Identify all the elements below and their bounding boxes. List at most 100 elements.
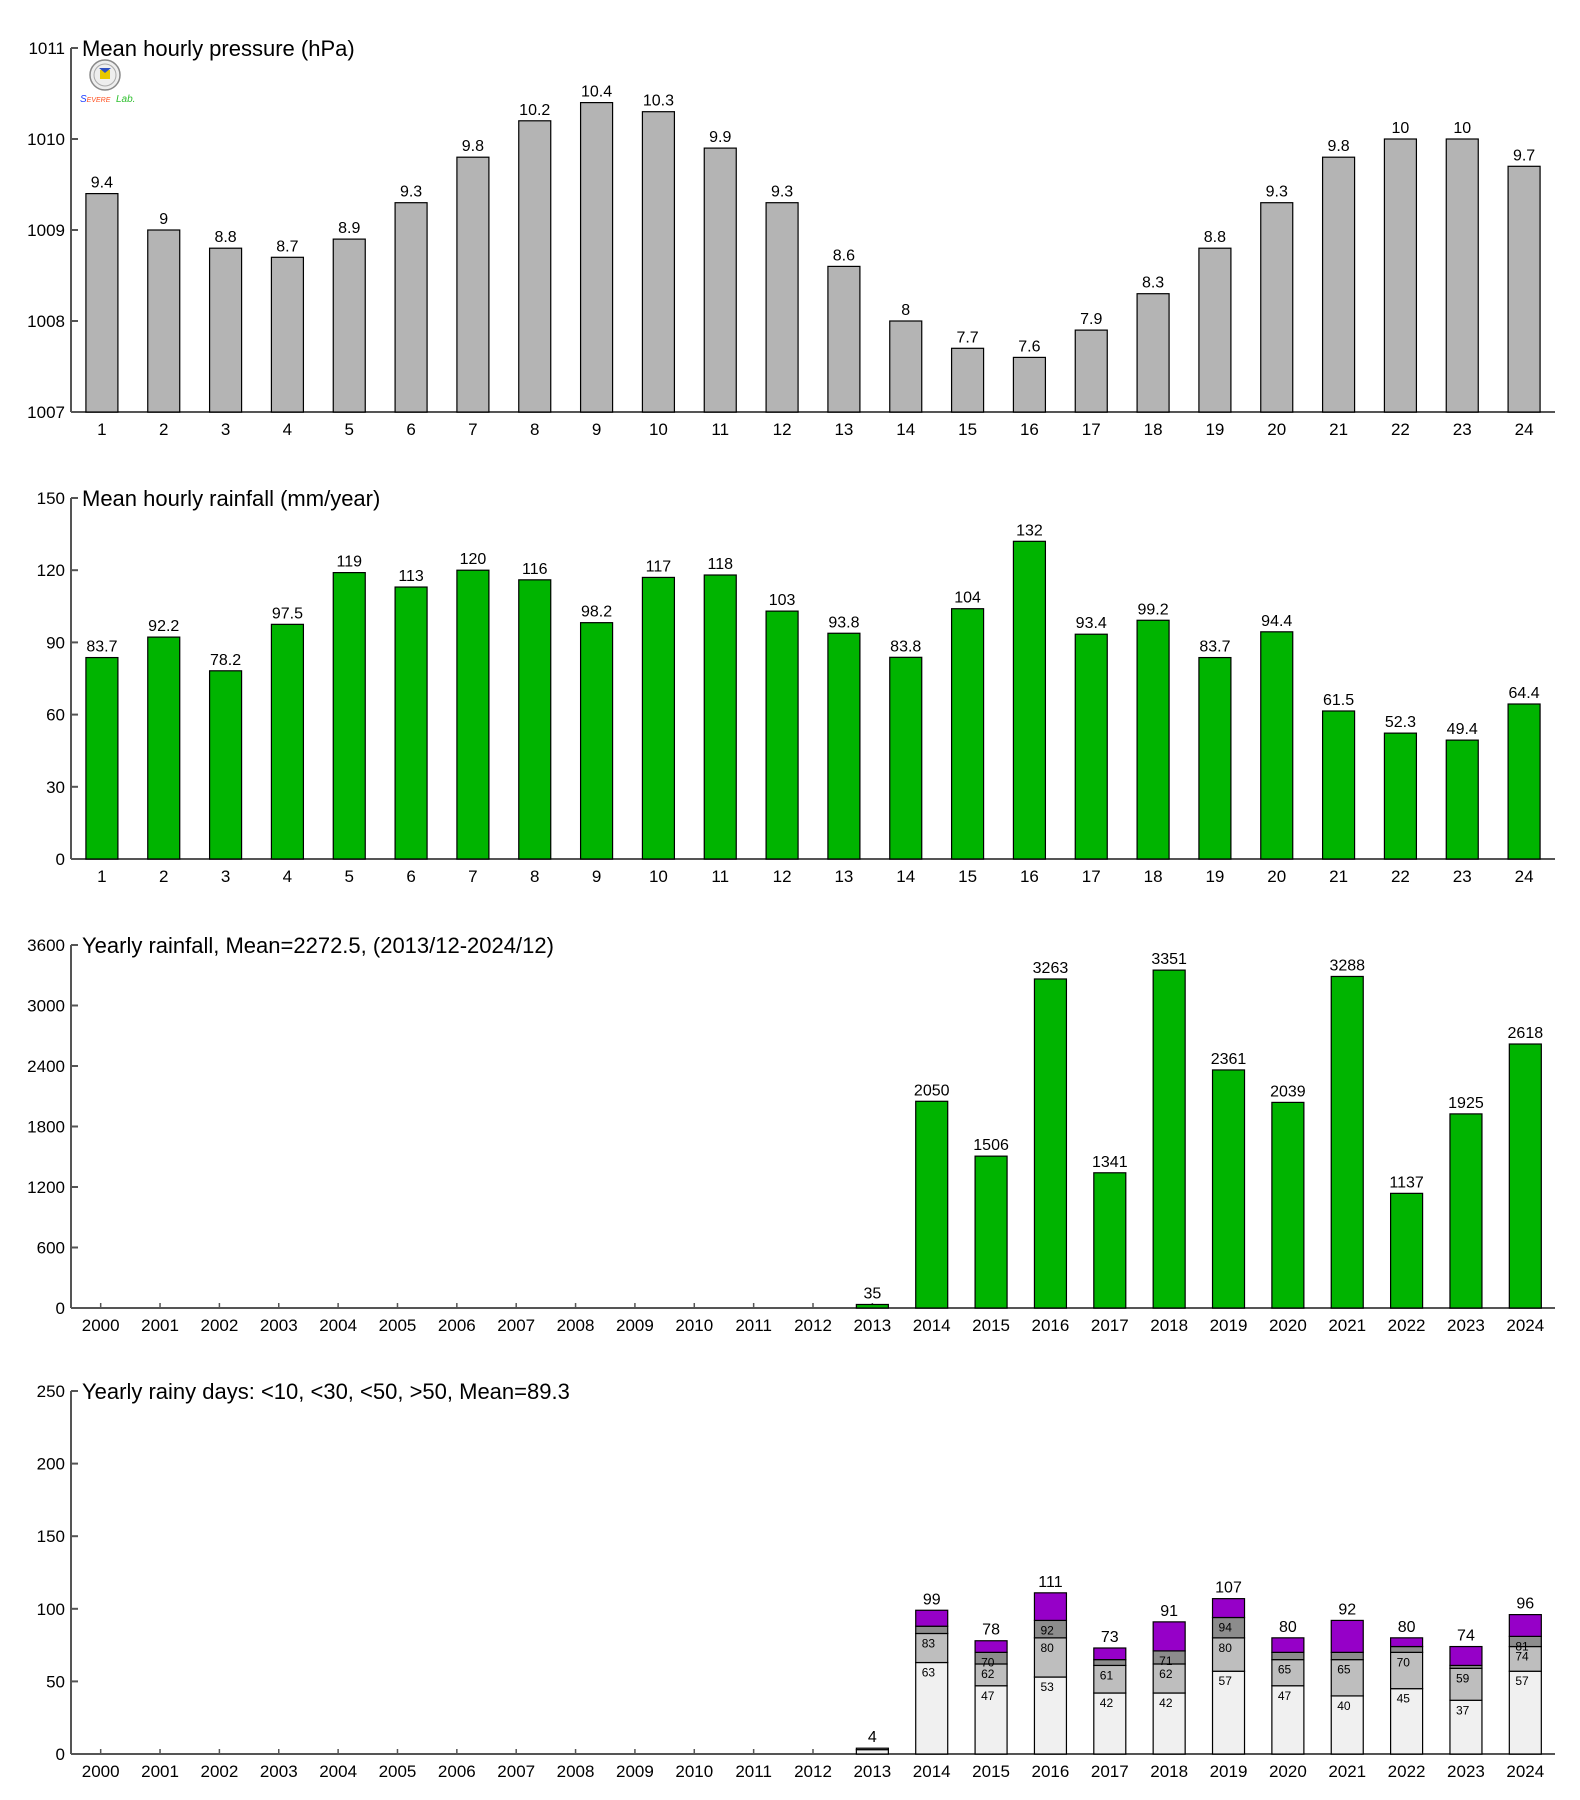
bar (765, 610, 799, 860)
segment-value-label: 70 (981, 1655, 995, 1669)
bar (889, 656, 923, 860)
segment-value-label: 83 (922, 1636, 936, 1650)
segment-value-label: 42 (1159, 1696, 1173, 1710)
stacked-segment-3 (1449, 1645, 1483, 1667)
bar (208, 670, 243, 860)
bar-value-label: 9.3 (1266, 184, 1288, 201)
x-tick-label: 7 (468, 420, 477, 439)
segment-value-label: 57 (1515, 1674, 1529, 1688)
bar (147, 636, 181, 860)
x-tick-label: 2016 (1032, 1762, 1070, 1781)
bar (641, 576, 676, 860)
x-tick-label: 2003 (260, 1316, 298, 1335)
bar (827, 632, 861, 860)
x-tick-label: 2013 (853, 1762, 891, 1781)
bar (456, 569, 490, 860)
x-tick-label: 3 (221, 420, 230, 439)
x-tick-label: 19 (1205, 420, 1224, 439)
bar (332, 572, 366, 860)
bar-total-label: 4 (868, 1729, 877, 1746)
stacked-segment-2 (1093, 1659, 1127, 1667)
x-tick-label: 6 (406, 867, 415, 886)
segment-value-label: 40 (1337, 1699, 1351, 1713)
y-tick-label: 1800 (27, 1118, 65, 1137)
x-tick-label: 2024 (1506, 1762, 1544, 1781)
bar-value-label: 9.8 (1327, 138, 1349, 155)
bar (270, 256, 305, 413)
stacked-segment-3 (1033, 1592, 1068, 1622)
x-tick-label: 2017 (1091, 1762, 1129, 1781)
stacked-segment-2 (1389, 1645, 1424, 1653)
bar-value-label: 61.5 (1323, 692, 1354, 709)
x-tick-label: 2021 (1328, 1316, 1366, 1335)
segment-value-label: 62 (981, 1667, 995, 1681)
stacked-segment-3 (1152, 1621, 1186, 1652)
bar-value-label: 8.8 (1204, 229, 1226, 246)
bar (1449, 1113, 1483, 1309)
stacked-segment-1 (1330, 1659, 1364, 1697)
bar-value-label: 2618 (1508, 1025, 1544, 1042)
x-tick-label: 2022 (1388, 1762, 1426, 1781)
bar-total-label: 111 (1038, 1574, 1062, 1591)
x-tick-label: 7 (468, 867, 477, 886)
y-tick-label: 0 (56, 1745, 65, 1764)
bar-total-label: 92 (1338, 1601, 1356, 1618)
bar-value-label: 3288 (1329, 957, 1365, 974)
x-tick-label: 2012 (794, 1762, 832, 1781)
x-tick-label: 5 (345, 420, 354, 439)
bar (1383, 732, 1418, 860)
x-tick-label: 21 (1329, 867, 1348, 886)
x-tick-label: 2 (159, 867, 168, 886)
chart-title: Yearly rainy days: <10, <30, <50, >50, M… (82, 1379, 570, 1404)
y-tick-label: 1007 (27, 403, 65, 422)
bar (950, 347, 985, 413)
x-tick-label: 2002 (200, 1762, 238, 1781)
x-tick-label: 9 (592, 867, 601, 886)
x-tick-label: 2018 (1150, 1762, 1188, 1781)
bar-value-label: 8.9 (338, 220, 360, 237)
bar (950, 608, 985, 860)
segment-value-label: 57 (1219, 1674, 1233, 1688)
segment-value-label: 94 (1219, 1621, 1233, 1635)
x-tick-label: 2011 (735, 1762, 772, 1781)
x-tick-label: 18 (1144, 867, 1163, 886)
segment-value-label: 45 (1397, 1692, 1411, 1706)
chart-title: Mean hourly pressure (hPa) (82, 36, 355, 61)
x-tick-label: 16 (1020, 867, 1039, 886)
bar-value-label: 93.4 (1076, 615, 1107, 632)
x-tick-label: 2001 (141, 1316, 179, 1335)
segment-value-label: 42 (1100, 1696, 1114, 1710)
bar-total-label: 96 (1516, 1596, 1534, 1613)
bar-value-label: 52.3 (1385, 714, 1416, 731)
bar-value-label: 10 (1392, 120, 1410, 137)
x-tick-label: 2000 (82, 1762, 120, 1781)
x-tick-label: 2018 (1150, 1316, 1188, 1335)
bar-value-label: 35 (863, 1285, 881, 1302)
chart-panel-4: Yearly rainy days: <10, <30, <50, >50, M… (37, 1379, 1555, 1781)
bar (147, 229, 181, 413)
x-tick-label: 14 (896, 420, 915, 439)
y-tick-label: 30 (46, 778, 65, 797)
bar (703, 147, 737, 413)
bar (1321, 710, 1356, 860)
bar-value-label: 7.6 (1018, 338, 1040, 355)
bar-total-label: 99 (923, 1591, 941, 1608)
stacked-segment-1 (855, 1747, 889, 1751)
y-tick-label: 150 (37, 489, 65, 508)
bar (1508, 1043, 1542, 1309)
x-tick-label: 2006 (438, 1316, 476, 1335)
stacked-segment-0 (1211, 1670, 1246, 1755)
x-tick-label: 2004 (319, 1762, 357, 1781)
bar (1445, 739, 1479, 860)
x-tick-label: 13 (834, 867, 853, 886)
x-tick-label: 3 (221, 867, 230, 886)
chart-panel-2: Mean hourly rainfall (mm/year)0306090120… (37, 486, 1555, 886)
stacked-segment-1 (1271, 1659, 1305, 1687)
x-tick-label: 12 (773, 867, 792, 886)
segment-value-label: 61 (1100, 1668, 1114, 1682)
y-tick-label: 1011 (28, 39, 65, 58)
segment-value-label: 80 (1219, 1641, 1233, 1655)
bar-total-label: 73 (1101, 1629, 1119, 1646)
bar-value-label: 2050 (914, 1082, 950, 1099)
y-tick-label: 50 (46, 1672, 65, 1691)
